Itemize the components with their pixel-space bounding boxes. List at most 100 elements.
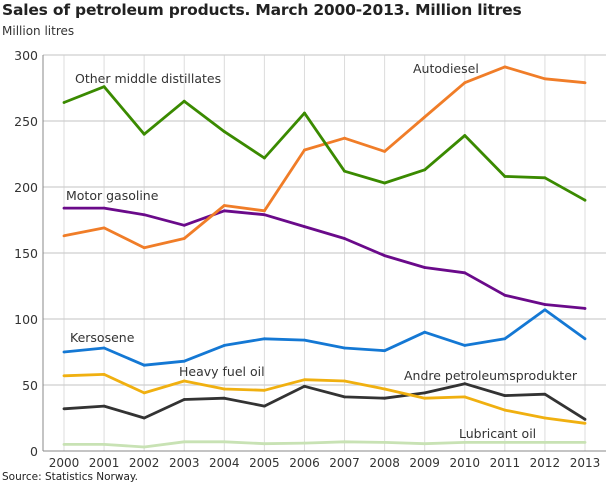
source-note: Source: Statistics Norway. <box>2 471 138 483</box>
data-point-andre-petroleumsprodukter <box>102 404 106 408</box>
data-point-kersosene <box>62 350 66 354</box>
data-point-motor-gasoline <box>182 223 186 227</box>
data-point-andre-petroleumsprodukter <box>343 395 346 399</box>
series-label: Motor gasoline <box>66 188 159 203</box>
x-tick-label: 2001 <box>89 456 120 470</box>
data-point-other-middle-distillates <box>383 181 387 185</box>
data-point-autodiesel <box>182 237 186 240</box>
data-point-andre-petroleumsprodukter <box>543 392 547 396</box>
y-tick-label: 200 <box>14 180 38 195</box>
x-tick-label: 2008 <box>369 456 400 470</box>
x-tick-label: 2013 <box>570 456 601 470</box>
data-point-heavy-fuel-oil <box>102 373 106 376</box>
data-point-heavy-fuel-oil <box>222 387 226 391</box>
data-point-heavy-fuel-oil <box>303 378 306 382</box>
data-point-kersosene <box>303 338 306 342</box>
x-tick-label: 2002 <box>129 456 160 470</box>
data-point-motor-gasoline <box>503 293 507 297</box>
y-tick-label: 100 <box>14 312 38 327</box>
series-label: Lubricant oil <box>459 426 536 441</box>
x-tick-label: 2000 <box>49 456 80 470</box>
data-point-andre-petroleumsprodukter <box>62 407 66 411</box>
series-line-andre-petroleumsprodukter <box>63 382 586 421</box>
data-point-other-middle-distillates <box>142 132 146 136</box>
x-tick-label: 2007 <box>329 456 360 470</box>
data-point-autodiesel <box>543 77 547 81</box>
data-point-autodiesel <box>503 65 507 69</box>
data-point-other-middle-distillates <box>222 130 226 133</box>
data-point-heavy-fuel-oil <box>182 379 186 383</box>
data-point-motor-gasoline <box>383 254 387 258</box>
data-point-lubricant-oil <box>503 441 507 444</box>
x-tick-label: 2004 <box>209 456 240 470</box>
data-point-autodiesel <box>343 136 346 140</box>
data-point-other-middle-distillates <box>583 198 587 202</box>
data-point-heavy-fuel-oil <box>383 387 387 391</box>
data-point-other-middle-distillates <box>303 111 306 115</box>
data-point-autodiesel <box>303 148 306 152</box>
x-tick-label: 2006 <box>289 456 320 470</box>
series-line-lubricant-oil <box>64 440 585 449</box>
x-tick-label: 2010 <box>449 456 480 470</box>
data-point-andre-petroleumsprodukter <box>262 404 266 408</box>
data-point-motor-gasoline <box>463 271 467 275</box>
series-label: Kersosene <box>70 330 135 345</box>
series-line-other-middle-distillates <box>63 85 586 202</box>
x-tick-label: 2011 <box>490 456 521 470</box>
data-point-kersosene <box>142 363 146 367</box>
data-point-motor-gasoline <box>343 237 346 240</box>
y-tick-label: 0 <box>30 444 38 459</box>
x-tick-label: 2005 <box>249 456 280 470</box>
series-line-motor-gasoline <box>64 206 586 310</box>
data-point-kersosene <box>463 344 467 347</box>
data-point-andre-petroleumsprodukter <box>303 384 306 388</box>
x-tick-label: 2009 <box>409 456 440 470</box>
data-point-autodiesel <box>222 204 226 207</box>
data-point-autodiesel <box>262 209 266 213</box>
data-point-lubricant-oil <box>102 443 106 446</box>
data-point-motor-gasoline <box>583 307 587 310</box>
data-point-kersosene <box>423 330 427 334</box>
data-point-autodiesel <box>383 149 387 153</box>
data-point-kersosene <box>343 346 346 350</box>
series-label: Other middle distillates <box>75 71 221 86</box>
data-point-motor-gasoline <box>423 266 427 269</box>
data-point-other-middle-distillates <box>62 101 66 104</box>
data-point-lubricant-oil <box>543 441 547 444</box>
data-point-autodiesel <box>463 81 467 85</box>
data-point-lubricant-oil <box>62 443 66 446</box>
data-point-andre-petroleumsprodukter <box>463 382 467 386</box>
data-point-kersosene <box>102 346 106 350</box>
series-label: Heavy fuel oil <box>179 364 265 379</box>
data-point-heavy-fuel-oil <box>583 421 587 425</box>
data-point-andre-petroleumsprodukter <box>222 396 226 400</box>
y-tick-label: 300 <box>14 48 38 63</box>
data-point-heavy-fuel-oil <box>262 388 266 392</box>
data-point-motor-gasoline <box>303 225 306 229</box>
data-point-heavy-fuel-oil <box>503 408 507 412</box>
data-point-kersosene <box>383 349 387 353</box>
data-point-andre-petroleumsprodukter <box>583 417 587 421</box>
series-label: Andre petroleumsprodukter <box>404 368 578 383</box>
data-point-other-middle-distillates <box>182 99 186 103</box>
data-point-heavy-fuel-oil <box>463 395 467 399</box>
y-axis-label: Million litres <box>2 24 75 38</box>
data-point-lubricant-oil <box>423 442 427 446</box>
data-point-other-middle-distillates <box>343 169 346 173</box>
chart-title: Sales of petroleum products. March 2000-… <box>2 1 522 19</box>
data-point-other-middle-distillates <box>503 175 507 178</box>
data-point-motor-gasoline <box>262 213 266 217</box>
data-point-lubricant-oil <box>303 441 306 445</box>
data-point-lubricant-oil <box>222 440 226 444</box>
data-point-other-middle-distillates <box>463 134 467 137</box>
data-point-motor-gasoline <box>543 303 547 306</box>
data-point-motor-gasoline <box>62 206 66 210</box>
data-point-motor-gasoline <box>222 209 226 213</box>
data-point-kersosene <box>262 337 266 341</box>
data-point-lubricant-oil <box>182 440 186 444</box>
data-point-lubricant-oil <box>343 440 346 444</box>
data-point-andre-petroleumsprodukter <box>423 391 427 395</box>
data-point-autodiesel <box>423 115 427 119</box>
data-point-heavy-fuel-oil <box>343 379 346 383</box>
